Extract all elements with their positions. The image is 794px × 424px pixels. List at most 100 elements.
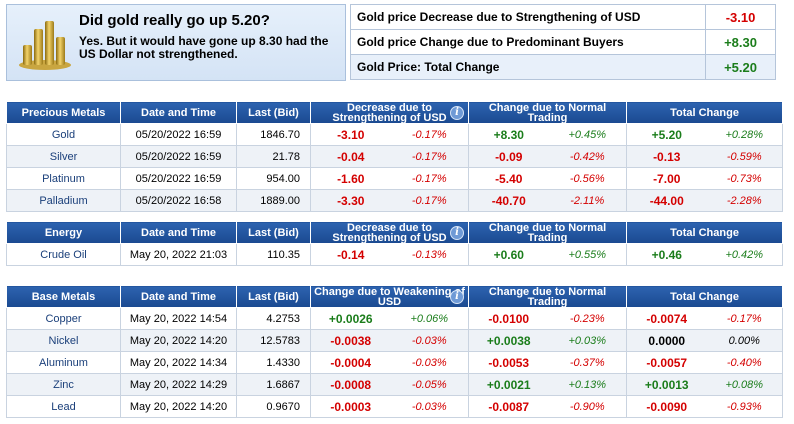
column-header-name[interactable]: Precious Metals [6,101,121,124]
trading-change-cell: -0.0100 [468,307,549,330]
column-header-bid[interactable]: Last (Bid) [236,101,311,124]
total-change-pct-cell: -0.17% [706,307,784,330]
table-header-row: Precious Metals Date and Time Last (Bid)… [6,101,784,124]
usd-change-cell: +0.0026 [310,307,391,330]
column-header-trading[interactable]: Change due to Normal Trading [468,285,627,308]
last-bid-cell: 954.00 [236,167,311,190]
commodity-name-link[interactable]: Copper [6,307,121,330]
total-change-cell: -0.0090 [626,395,707,418]
usd-change-cell: -0.14 [310,243,391,266]
column-header-trading[interactable]: Change due to Normal Trading [468,221,627,244]
date-time-cell: May 20, 2022 14:34 [120,351,237,374]
last-bid-cell: 1846.70 [236,123,311,146]
total-change-pct-cell: -0.93% [706,395,784,418]
commodity-name-link[interactable]: Platinum [6,167,121,190]
trading-change-cell: -0.0053 [468,351,549,374]
info-icon[interactable]: i [450,106,464,120]
column-header-bid[interactable]: Last (Bid) [236,221,311,244]
table-header-row: Base Metals Date and Time Last (Bid) Cha… [6,285,784,308]
trading-change-pct-cell: +0.55% [548,243,627,266]
last-bid-cell: 21.78 [236,145,311,168]
trading-change-cell: +0.0021 [468,373,549,396]
usd-change-cell: -3.10 [310,123,391,146]
trading-change-pct-cell: -0.37% [548,351,627,374]
total-change-pct-cell: +0.42% [706,243,784,266]
column-header-usd[interactable]: Change due to Weakening of USD i [310,285,469,308]
base-metals-table: Base Metals Date and Time Last (Bid) Cha… [6,285,784,418]
column-header-usd[interactable]: Decrease due to Strengthening of USD i [310,101,469,124]
column-header-date[interactable]: Date and Time [120,285,237,308]
date-time-cell: May 20, 2022 14:20 [120,395,237,418]
commodity-name-link[interactable]: Lead [6,395,121,418]
date-time-cell: 05/20/2022 16:59 [120,123,237,146]
usd-change-pct-cell: -0.13% [390,243,469,266]
date-time-cell: May 20, 2022 14:29 [120,373,237,396]
table-row: Lead May 20, 2022 14:20 0.9670 -0.0003 -0.03… [6,395,784,418]
commodity-name-link[interactable]: Gold [6,123,121,146]
trading-change-pct-cell: +0.13% [548,373,627,396]
trading-change-pct-cell: -0.56% [548,167,627,190]
trading-change-pct-cell: -2.11% [548,189,627,212]
total-change-cell: -44.00 [626,189,707,212]
total-change-pct-cell: +0.28% [706,123,784,146]
total-change-cell: +0.46 [626,243,707,266]
total-change-cell: +0.0013 [626,373,707,396]
total-change-pct-cell: -0.40% [706,351,784,374]
summary-title: Did gold really go up 5.20? [79,12,270,29]
breakdown-label: Gold Price: Total Change [349,54,707,80]
total-change-pct-cell: 0.00% [706,329,784,352]
column-header-usd-label: Change due to Weakening of USD [314,285,465,308]
usd-change-pct-cell: -0.17% [390,123,469,146]
column-header-trading[interactable]: Change due to Normal Trading [468,101,627,124]
column-header-total[interactable]: Total Change [625,101,784,124]
table-row: Nickel May 20, 2022 14:20 12.5783 -0.0038 -0… [6,329,784,352]
date-time-cell: May 20, 2022 14:54 [120,307,237,330]
date-time-cell: May 20, 2022 14:20 [120,329,237,352]
energy-table: Energy Date and Time Last (Bid) Decrease… [6,221,784,266]
commodity-name-link[interactable]: Silver [6,145,121,168]
breakdown-value: +8.30 [705,29,776,55]
column-header-usd-label: Decrease due to Strengthening of USD [332,101,447,124]
column-header-total[interactable]: Total Change [625,285,784,308]
trading-change-cell: -40.70 [468,189,549,212]
usd-change-pct-cell: -0.17% [390,167,469,190]
table-row: Copper May 20, 2022 14:54 4.2753 +0.0026 +0.… [6,307,784,330]
usd-change-pct-cell: -0.03% [390,351,469,374]
column-header-total[interactable]: Total Change [625,221,784,244]
column-header-date[interactable]: Date and Time [120,221,237,244]
summary-text: Yes. But it would have gone up 8.30 had … [79,34,329,61]
last-bid-cell: 1889.00 [236,189,311,212]
breakdown-label: Gold price Decrease due to Strengthening… [349,4,707,30]
total-change-pct-cell: -0.73% [706,167,784,190]
commodity-name-link[interactable]: Aluminum [6,351,121,374]
column-header-date[interactable]: Date and Time [120,101,237,124]
last-bid-cell: 4.2753 [236,307,311,330]
column-header-name[interactable]: Energy [6,221,121,244]
trading-change-pct-cell: -0.42% [548,145,627,168]
breakdown-row: Gold price Decrease due to Strengthening… [349,4,776,30]
table-header-row: Energy Date and Time Last (Bid) Decrease… [6,221,784,244]
trading-change-cell: -0.09 [468,145,549,168]
total-change-cell: 0.0000 [626,329,707,352]
commodity-name-link[interactable]: Crude Oil [6,243,121,266]
trading-change-cell: +0.0038 [468,329,549,352]
column-header-name[interactable]: Base Metals [6,285,121,308]
trading-change-cell: +8.30 [468,123,549,146]
commodity-name-link[interactable]: Palladium [6,189,121,212]
total-change-cell: +5.20 [626,123,707,146]
info-icon[interactable]: i [450,226,464,240]
total-change-pct-cell: -0.59% [706,145,784,168]
last-bid-cell: 0.9670 [236,395,311,418]
usd-change-cell: -0.0003 [310,395,391,418]
commodity-name-link[interactable]: Zinc [6,373,121,396]
usd-change-pct-cell: -0.03% [390,395,469,418]
info-icon[interactable]: i [450,290,464,304]
table-row: Gold 05/20/2022 16:59 1846.70 -3.10 -0.17% +8… [6,123,784,146]
usd-change-cell: -0.04 [310,145,391,168]
table-row: Zinc May 20, 2022 14:29 1.6867 -0.0008 -0.05… [6,373,784,396]
breakdown-value: -3.10 [705,4,776,30]
column-header-usd[interactable]: Decrease due to Strengthening of USD i [310,221,469,244]
usd-change-pct-cell: -0.17% [390,189,469,212]
commodity-name-link[interactable]: Nickel [6,329,121,352]
column-header-bid[interactable]: Last (Bid) [236,285,311,308]
